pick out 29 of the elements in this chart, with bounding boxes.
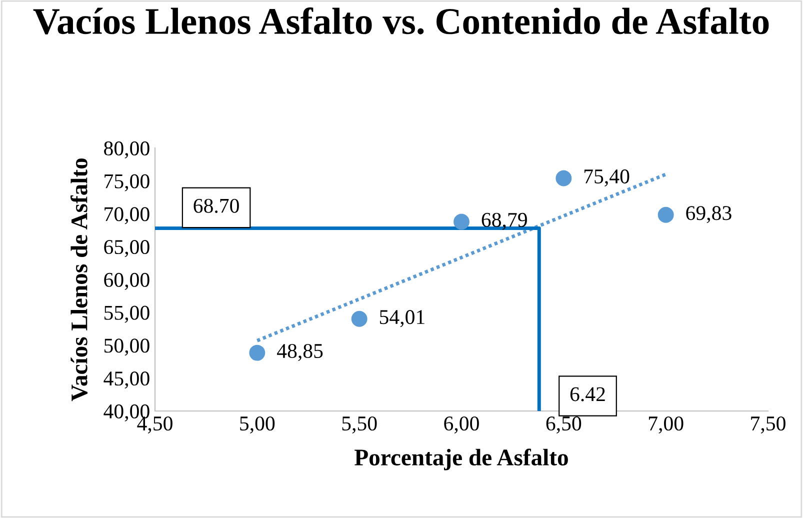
y-tick-label: 70,00 xyxy=(104,207,150,224)
data-label: 54,01 xyxy=(380,310,424,328)
point xyxy=(658,206,674,223)
data-label: 75,40 xyxy=(584,169,630,186)
annotation: 6.42 xyxy=(570,387,605,402)
x-tick-label: 5,50 xyxy=(342,416,377,434)
point xyxy=(454,214,470,230)
point xyxy=(351,310,368,327)
point xyxy=(249,344,266,361)
data-label: 68,79 xyxy=(482,212,527,230)
y-tick-label: 65,00 xyxy=(104,240,150,258)
x-tick-label: 6,00 xyxy=(444,416,479,434)
x-axis-title: Porcentaje de Asfalto xyxy=(354,448,568,470)
data-label: 48,85 xyxy=(277,344,323,362)
data-label: 69,83 xyxy=(686,206,732,224)
x-tick-label: 7,50 xyxy=(751,416,786,434)
x-tick-label: 5,00 xyxy=(240,416,275,434)
y-tick-label: 60,00 xyxy=(104,272,150,290)
annotation: 68.70 xyxy=(194,198,239,213)
y-tick-label: 55,00 xyxy=(104,306,150,323)
y-tick-label: 45,00 xyxy=(104,372,150,389)
chart-title: Vacíos Llenos Asfalto vs. Contenido de Asfalto xyxy=(33,7,769,34)
x-tick-label: 6,50 xyxy=(546,416,582,434)
y-tick-label: 50,00 xyxy=(104,338,150,356)
point xyxy=(556,170,572,186)
y-tick-label: 80,00 xyxy=(104,141,150,158)
y-axis-title: Vacíos Llenos de Asfalto xyxy=(70,158,88,402)
y-tick-label: 75,00 xyxy=(104,174,150,192)
x-tick-label: 7,00 xyxy=(648,416,684,434)
